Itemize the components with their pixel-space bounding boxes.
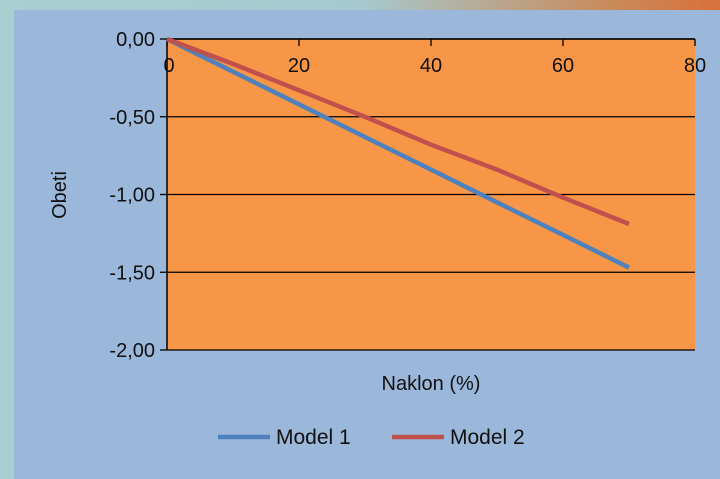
x-tick-label: 0 [163, 55, 174, 77]
legend: Model 1 Model 2 [218, 426, 525, 449]
x-tick-label: 60 [552, 55, 574, 77]
y-tick-label: -2,00 [109, 340, 155, 362]
tick-labels: 0,00 -0,50 -1,00 -1,50 -2,00 0 20 40 60 80 [109, 29, 706, 362]
series-lines [166, 36, 630, 270]
x-tick-label: 20 [288, 55, 310, 77]
legend-label-model-2: Model 2 [450, 426, 525, 449]
axes [160, 38, 696, 351]
y-tick-label: -0,50 [109, 107, 155, 129]
legend-label-model-1: Model 1 [276, 426, 351, 449]
series-line-model-2 [166, 36, 630, 227]
series-line-model-1 [166, 36, 630, 270]
y-tick-label: -1,50 [109, 262, 155, 284]
chart-frame: 0,00 -0,50 -1,00 -1,50 -2,00 0 20 40 60 80 Naklon… [14, 10, 720, 479]
line-chart: 0,00 -0,50 -1,00 -1,50 -2,00 0 20 40 60 80 Naklon… [49, 29, 706, 449]
y-tick-label: 0,00 [116, 29, 155, 51]
x-axis-title: Naklon (%) [382, 373, 481, 395]
x-tick-label: 80 [684, 55, 706, 77]
y-tick-label: -1,00 [109, 185, 155, 207]
x-tick-label: 40 [420, 55, 442, 77]
y-axis-title: Obeti [49, 171, 71, 219]
